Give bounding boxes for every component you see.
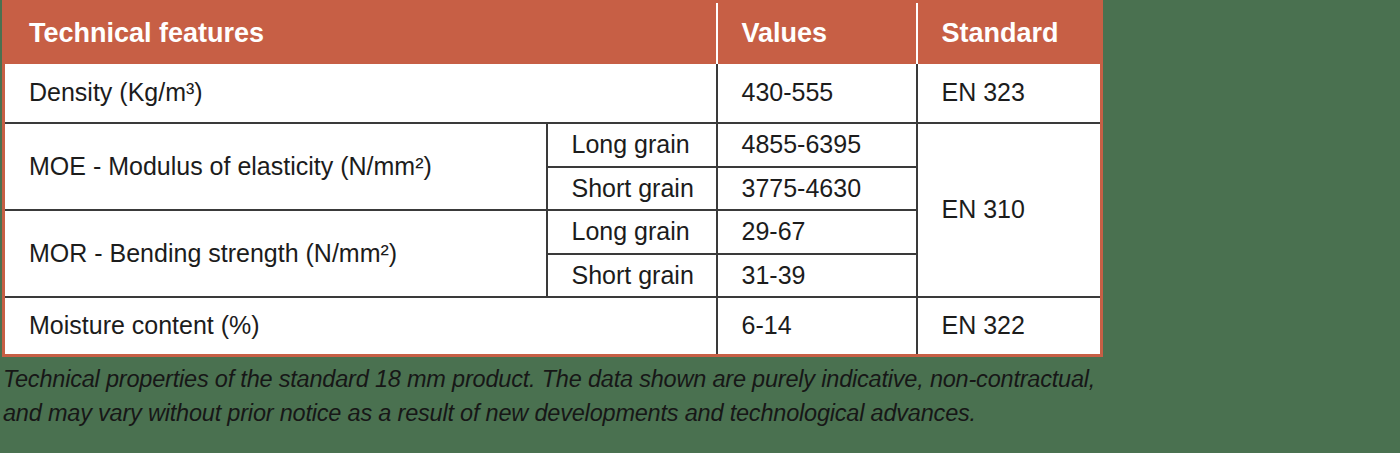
mor-short-grain-label: Short grain bbox=[547, 254, 717, 297]
header-technical-features: Technical features bbox=[4, 2, 717, 64]
moisture-standard-cell: EN 322 bbox=[917, 297, 1102, 356]
page-background: Technical features Values Standard Densi… bbox=[0, 0, 1400, 453]
table-row-moisture: Moisture content (%) 6-14 EN 322 bbox=[4, 297, 1102, 356]
mor-long-grain-value: 29-67 bbox=[717, 210, 917, 254]
caption-line-1: Technical properties of the standard 18 … bbox=[3, 362, 1183, 396]
moisture-value-cell: 6-14 bbox=[717, 297, 917, 356]
moe-short-grain-label: Short grain bbox=[547, 167, 717, 210]
density-standard-cell: EN 323 bbox=[917, 64, 1102, 123]
moisture-feature-cell: Moisture content (%) bbox=[4, 297, 717, 356]
moe-long-grain-label: Long grain bbox=[547, 123, 717, 167]
density-value-cell: 430-555 bbox=[717, 64, 917, 123]
caption-line-2: and may vary without prior notice as a r… bbox=[3, 396, 1183, 430]
mor-short-grain-value: 31-39 bbox=[717, 254, 917, 297]
moe-long-grain-value: 4855-6395 bbox=[717, 123, 917, 167]
header-values: Values bbox=[717, 2, 917, 64]
technical-features-table: Technical features Values Standard Densi… bbox=[2, 0, 1103, 357]
moe-feature-cell: MOE - Modulus of elasticity (N/mm²) bbox=[4, 123, 547, 210]
mor-feature-cell: MOR - Bending strength (N/mm²) bbox=[4, 210, 547, 297]
header-standard: Standard bbox=[917, 2, 1102, 64]
table-caption: Technical properties of the standard 18 … bbox=[3, 362, 1183, 430]
mor-long-grain-label: Long grain bbox=[547, 210, 717, 254]
density-feature-cell: Density (Kg/m³) bbox=[4, 64, 717, 123]
table-row-moe-long: MOE - Modulus of elasticity (N/mm²) Long… bbox=[4, 123, 1102, 167]
table-header-row: Technical features Values Standard bbox=[4, 2, 1102, 64]
moe-short-grain-value: 3775-4630 bbox=[717, 167, 917, 210]
table-row-density: Density (Kg/m³) 430-555 EN 323 bbox=[4, 64, 1102, 123]
moe-mor-standard-cell: EN 310 bbox=[917, 123, 1102, 297]
